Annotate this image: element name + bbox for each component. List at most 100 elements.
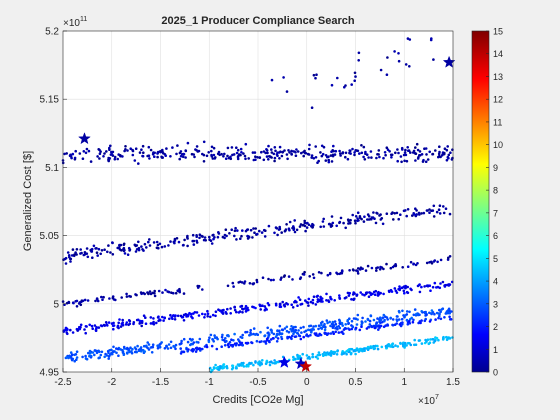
data-point bbox=[226, 307, 229, 311]
data-point bbox=[191, 316, 194, 320]
data-point bbox=[263, 305, 267, 308]
data-point bbox=[202, 140, 206, 144]
data-point bbox=[438, 154, 441, 158]
data-point bbox=[297, 334, 301, 337]
data-point bbox=[124, 145, 127, 148]
data-point bbox=[280, 328, 284, 332]
data-point bbox=[416, 313, 420, 317]
data-point bbox=[255, 280, 259, 284]
data-point bbox=[445, 148, 449, 152]
data-point bbox=[128, 249, 131, 252]
data-point bbox=[72, 301, 75, 305]
data-point bbox=[307, 297, 311, 301]
data-point bbox=[331, 221, 335, 225]
data-point bbox=[361, 349, 364, 353]
data-point bbox=[348, 328, 351, 331]
data-point bbox=[391, 318, 395, 321]
data-point bbox=[122, 243, 126, 247]
data-point bbox=[397, 151, 400, 155]
data-point bbox=[117, 354, 120, 358]
data-point bbox=[425, 261, 429, 265]
data-point bbox=[97, 349, 100, 353]
data-point bbox=[419, 321, 422, 325]
data-point bbox=[293, 230, 297, 234]
data-point bbox=[216, 152, 220, 156]
data-point bbox=[222, 339, 226, 342]
data-point bbox=[273, 231, 276, 235]
data-point bbox=[145, 246, 148, 249]
data-point bbox=[211, 313, 215, 317]
data-point bbox=[402, 209, 406, 213]
data-point bbox=[112, 345, 115, 349]
data-point bbox=[106, 324, 109, 327]
data-point bbox=[434, 336, 437, 339]
data-point bbox=[286, 335, 289, 339]
data-point bbox=[310, 331, 313, 334]
data-point bbox=[354, 149, 358, 152]
data-point bbox=[74, 149, 77, 153]
data-point bbox=[241, 344, 244, 347]
data-point bbox=[353, 151, 356, 154]
data-point bbox=[107, 159, 110, 163]
data-point bbox=[314, 156, 318, 159]
data-point bbox=[242, 365, 246, 368]
data-point bbox=[418, 283, 421, 286]
data-point bbox=[363, 215, 366, 218]
data-point bbox=[210, 145, 214, 149]
data-point bbox=[420, 319, 423, 322]
data-point bbox=[444, 283, 447, 287]
data-point bbox=[142, 349, 145, 352]
data-point bbox=[274, 226, 278, 229]
data-point bbox=[312, 325, 315, 328]
data-point bbox=[349, 149, 352, 153]
data-point bbox=[391, 342, 395, 346]
data-point bbox=[361, 293, 364, 296]
data-point bbox=[294, 325, 297, 329]
data-point bbox=[290, 149, 293, 153]
data-point bbox=[134, 244, 137, 248]
data-point bbox=[151, 345, 155, 349]
data-point bbox=[273, 156, 277, 160]
data-point bbox=[75, 305, 79, 308]
data-point bbox=[405, 310, 409, 313]
data-point bbox=[70, 357, 73, 361]
data-point bbox=[272, 152, 276, 156]
data-point bbox=[348, 269, 351, 272]
colorbar[interactable] bbox=[471, 30, 490, 373]
data-point bbox=[182, 337, 186, 341]
data-point bbox=[169, 346, 173, 350]
data-point bbox=[316, 357, 320, 360]
data-point bbox=[134, 147, 138, 150]
data-point bbox=[97, 247, 101, 251]
data-point bbox=[276, 329, 279, 332]
data-point bbox=[377, 328, 380, 331]
data-point bbox=[305, 222, 309, 225]
data-point bbox=[325, 292, 328, 296]
data-point bbox=[186, 350, 189, 353]
data-point bbox=[367, 215, 371, 218]
data-point bbox=[121, 351, 125, 354]
data-point bbox=[95, 251, 99, 254]
data-point bbox=[450, 158, 454, 161]
data-point bbox=[350, 347, 354, 351]
data-point bbox=[229, 307, 232, 310]
data-point bbox=[142, 344, 146, 348]
data-point bbox=[383, 151, 387, 154]
data-point bbox=[176, 144, 179, 147]
data-point bbox=[353, 71, 357, 75]
data-point bbox=[340, 330, 344, 334]
data-point bbox=[413, 343, 416, 347]
data-point bbox=[105, 150, 108, 153]
data-point bbox=[354, 215, 358, 218]
data-point bbox=[420, 212, 423, 215]
data-point bbox=[408, 65, 411, 68]
data-point bbox=[121, 155, 124, 158]
data-point bbox=[169, 155, 172, 158]
data-point bbox=[415, 213, 418, 217]
data-point bbox=[240, 304, 244, 308]
data-point bbox=[294, 299, 297, 303]
data-point bbox=[294, 154, 298, 157]
data-point bbox=[377, 153, 380, 156]
data-point bbox=[358, 348, 361, 351]
data-point bbox=[148, 244, 152, 247]
